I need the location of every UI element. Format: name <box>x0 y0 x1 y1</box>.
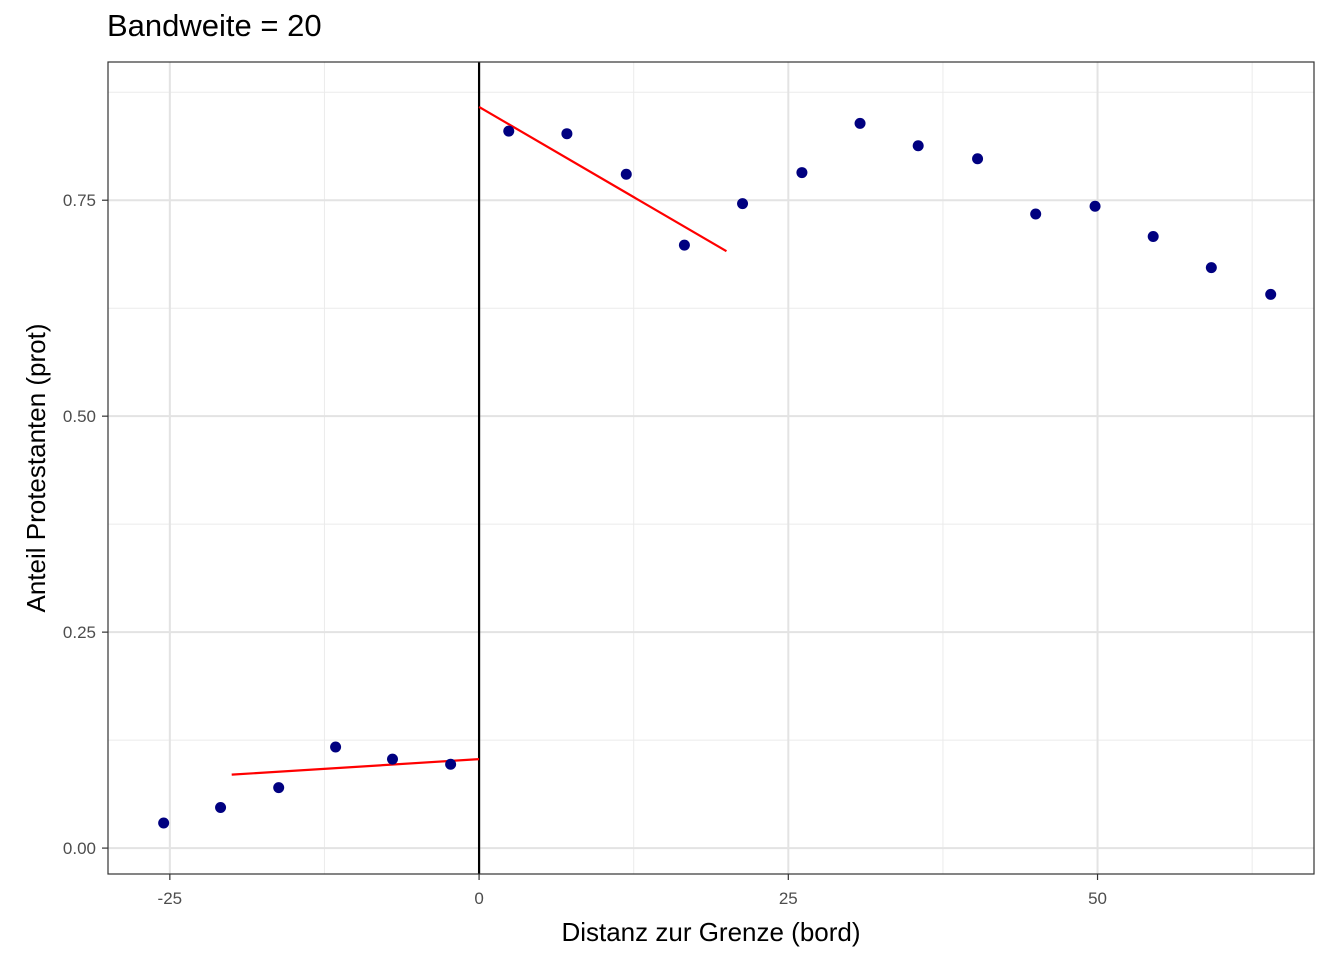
y-tick-label: 0.25 <box>63 623 96 642</box>
y-axis-title: Anteil Protestanten (prot) <box>21 323 51 612</box>
x-tick-label: 0 <box>474 889 483 908</box>
data-point <box>1205 262 1217 274</box>
panel-border <box>107 61 1315 875</box>
y-tick-label: 0.00 <box>63 839 96 858</box>
data-point <box>561 128 573 140</box>
fit-line-right <box>478 105 728 253</box>
y-axis: 0.00 0.25 0.50 0.75 <box>63 191 108 858</box>
grid-major <box>108 62 1314 874</box>
data-point <box>737 198 749 210</box>
data-point <box>972 153 984 165</box>
data-point <box>445 758 457 770</box>
data-point <box>912 140 924 152</box>
chart-title: Bandweite = 20 <box>107 8 322 43</box>
data-point <box>796 167 808 179</box>
grid-minor <box>108 62 1314 874</box>
y-tick-label: 0.75 <box>63 191 96 210</box>
data-point <box>678 239 690 251</box>
data-point <box>158 817 170 829</box>
data-point <box>1265 288 1277 300</box>
data-point <box>1030 208 1042 220</box>
data-point <box>215 801 227 813</box>
y-tick-label: 0.50 <box>63 407 96 426</box>
data-point <box>273 782 285 794</box>
data-point <box>620 168 632 180</box>
data-point <box>1089 200 1101 212</box>
x-tick-label: 25 <box>779 889 798 908</box>
data-point <box>386 753 398 765</box>
x-tick-label: -25 <box>158 889 183 908</box>
data-points <box>158 117 1277 829</box>
data-point <box>1147 230 1159 242</box>
x-axis: -25 0 25 50 <box>158 874 1107 908</box>
x-tick-label: 50 <box>1088 889 1107 908</box>
x-axis-title: Distanz zur Grenze (bord) <box>561 917 860 947</box>
data-point <box>503 125 515 137</box>
fit-lines <box>231 105 728 776</box>
data-point <box>330 741 342 753</box>
data-point <box>854 117 866 129</box>
fit-line-left <box>231 758 480 776</box>
